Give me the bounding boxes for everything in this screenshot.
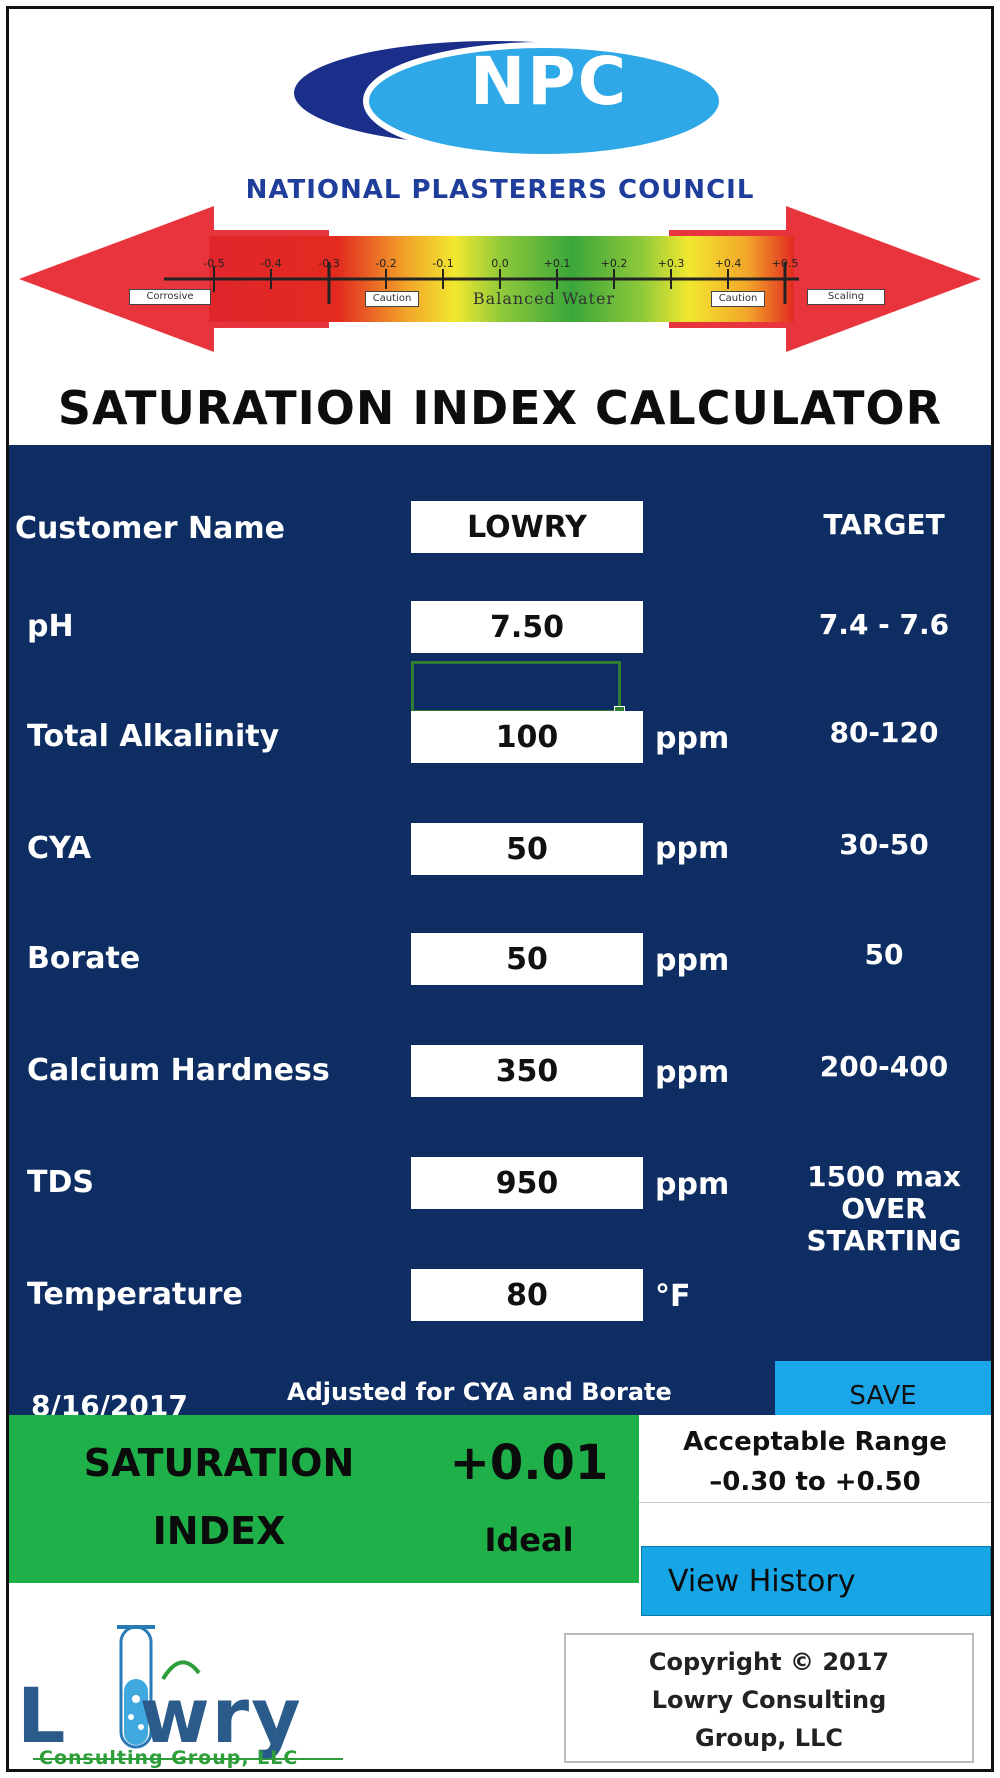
adjusted-note: Adjusted for CYA and Borate	[287, 1378, 672, 1406]
borate-target: 50	[864, 938, 904, 971]
total-alkalinity-input[interactable]	[411, 711, 643, 763]
tds-target: 1500 max	[807, 1160, 961, 1193]
tds-label: TDS	[27, 1165, 94, 1200]
calcium-hardness-label: Calcium Hardness	[27, 1053, 330, 1088]
temperature-input[interactable]	[411, 1269, 643, 1321]
scale-tick-label: -0.5	[203, 257, 225, 270]
scale-tick-label: +0.3	[657, 257, 685, 270]
test-tube-icon	[33, 1625, 343, 1760]
scale-tick-label: -0.4	[260, 257, 282, 270]
cya-input[interactable]	[411, 823, 643, 875]
temperature-unit: °F	[655, 1279, 691, 1314]
copyright-box: Copyright © 2017 Lowry Consulting Group,…	[564, 1633, 974, 1763]
tds-note-line2: STARTING	[806, 1224, 962, 1257]
cya-unit: ppm	[655, 831, 730, 866]
view-history-button[interactable]: View History	[641, 1546, 991, 1616]
saturation-index-value: +0.01	[449, 1435, 609, 1491]
scale-tick-label: +0.2	[600, 257, 628, 270]
scale-tick-label: +0.5	[771, 257, 799, 270]
scale-tick-label: -0.2	[375, 257, 397, 270]
saturation-index-result: SATURATION INDEX +0.01 Ideal	[9, 1415, 639, 1583]
balanced-water-label: Balanced Water	[472, 289, 616, 308]
ph-input[interactable]	[411, 601, 643, 653]
scale-tick-label: +0.1	[543, 257, 571, 270]
save-button[interactable]: SAVE	[775, 1361, 991, 1417]
scaling-label: Scaling	[807, 289, 885, 305]
ph-target: 7.4 - 7.6	[818, 608, 950, 641]
scale-tick-label: -0.1	[432, 257, 454, 270]
tds-note-line1: OVER	[841, 1192, 927, 1225]
header: NPC NATIONAL PLASTERERS COUNCIL	[9, 9, 991, 445]
temperature-label: Temperature	[27, 1277, 243, 1312]
acceptable-range-box: Acceptable Range –0.30 to +0.50	[639, 1415, 991, 1503]
saturation-status: Ideal	[484, 1521, 574, 1559]
lowry-logo-rest: wry	[139, 1671, 303, 1760]
copyright-line: Group, LLC	[695, 1724, 843, 1752]
customer-name-label: Customer Name	[15, 511, 285, 546]
saturation-scale-graphic	[19, 206, 981, 352]
caution-left-label: Caution	[365, 291, 419, 307]
cya-target: 30-50	[839, 828, 929, 861]
input-form: Customer Name TARGET pH 7.4 - 7.6 Total …	[9, 445, 991, 1422]
npc-logo-text: NPC	[469, 43, 629, 120]
tds-unit: ppm	[655, 1167, 730, 1202]
target-header: TARGET	[823, 508, 945, 541]
lowry-logo-subtitle: Consulting Group, LLC	[39, 1747, 299, 1769]
lowry-logo-l: L	[17, 1671, 68, 1760]
total-alkalinity-unit: ppm	[655, 721, 730, 756]
scale-tick-label: -0.3	[318, 257, 340, 270]
borate-label: Borate	[27, 941, 141, 976]
app-window: NPC NATIONAL PLASTERERS COUNCIL	[6, 6, 994, 1772]
npc-logo	[294, 41, 725, 160]
organization-name: NATIONAL PLASTERERS COUNCIL	[245, 175, 755, 205]
saturation-index-label: SATURATION INDEX	[29, 1429, 409, 1565]
calcium-hardness-input[interactable]	[411, 1045, 643, 1097]
saturation-index-label-line1: SATURATION	[83, 1441, 355, 1485]
total-alkalinity-label: Total Alkalinity	[27, 719, 280, 754]
page-title: SATURATION INDEX CALCULATOR	[57, 381, 943, 435]
copyright-line: Copyright © 2017	[648, 1648, 890, 1676]
cya-label: CYA	[27, 831, 92, 866]
acceptable-range-value: –0.30 to +0.50	[709, 1467, 921, 1497]
calcium-hardness-target: 200-400	[819, 1050, 949, 1083]
caution-right-label: Caution	[711, 291, 765, 307]
selected-cell[interactable]	[411, 661, 625, 717]
total-alkalinity-target: 80-120	[829, 716, 939, 749]
tds-input[interactable]	[411, 1157, 643, 1209]
borate-unit: ppm	[655, 943, 730, 978]
corrosive-label: Corrosive	[129, 289, 211, 305]
copyright-line: Lowry Consulting	[651, 1686, 887, 1714]
scale-tick-label: +0.4	[714, 257, 742, 270]
customer-name-input[interactable]	[411, 501, 643, 553]
scale-tick-label: 0.0	[491, 257, 509, 270]
saturation-index-label-line2: INDEX	[152, 1509, 286, 1553]
calcium-hardness-unit: ppm	[655, 1055, 730, 1090]
acceptable-range-title: Acceptable Range	[683, 1427, 947, 1457]
ph-label: pH	[27, 609, 74, 644]
borate-input[interactable]	[411, 933, 643, 985]
